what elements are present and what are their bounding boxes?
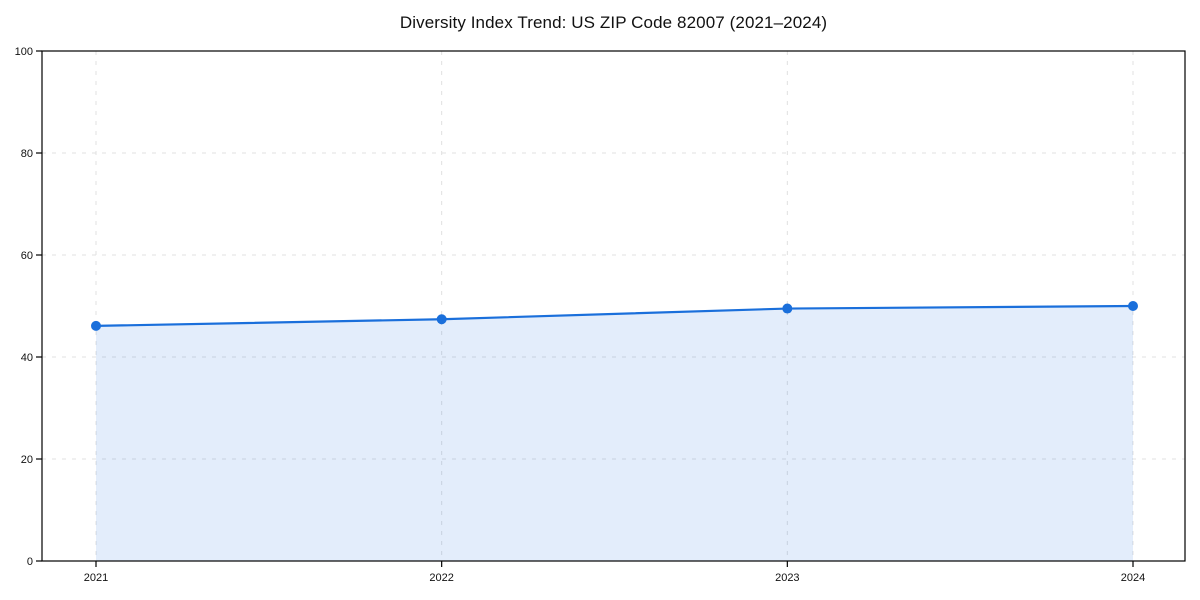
area-fill [96, 306, 1133, 561]
trend-line [94, 304, 1135, 327]
y-tick-label-0: 0 [27, 556, 33, 568]
plot-border [41, 50, 1186, 562]
x-tick-label-2021: 2021 [84, 572, 108, 584]
chart-title: Diversity Index Trend: US ZIP Code 82007… [399, 13, 828, 32]
y-tick-label-80: 80 [21, 148, 33, 160]
data-point-2023 [782, 303, 793, 314]
y-tick-label-40: 40 [21, 352, 33, 364]
data-point-2024 [1128, 301, 1138, 311]
data-point-2021 [91, 320, 101, 331]
x-tick-label-2023: 2023 [775, 572, 799, 584]
x-tick-label-2022: 2022 [429, 572, 453, 584]
data-point-2022 [436, 314, 447, 325]
y-tick-label-60: 60 [21, 250, 33, 262]
x-tick-label-2024: 2024 [1121, 572, 1145, 584]
y-tick-label-20: 20 [21, 454, 33, 466]
y-tick-label-100: 100 [15, 46, 33, 58]
